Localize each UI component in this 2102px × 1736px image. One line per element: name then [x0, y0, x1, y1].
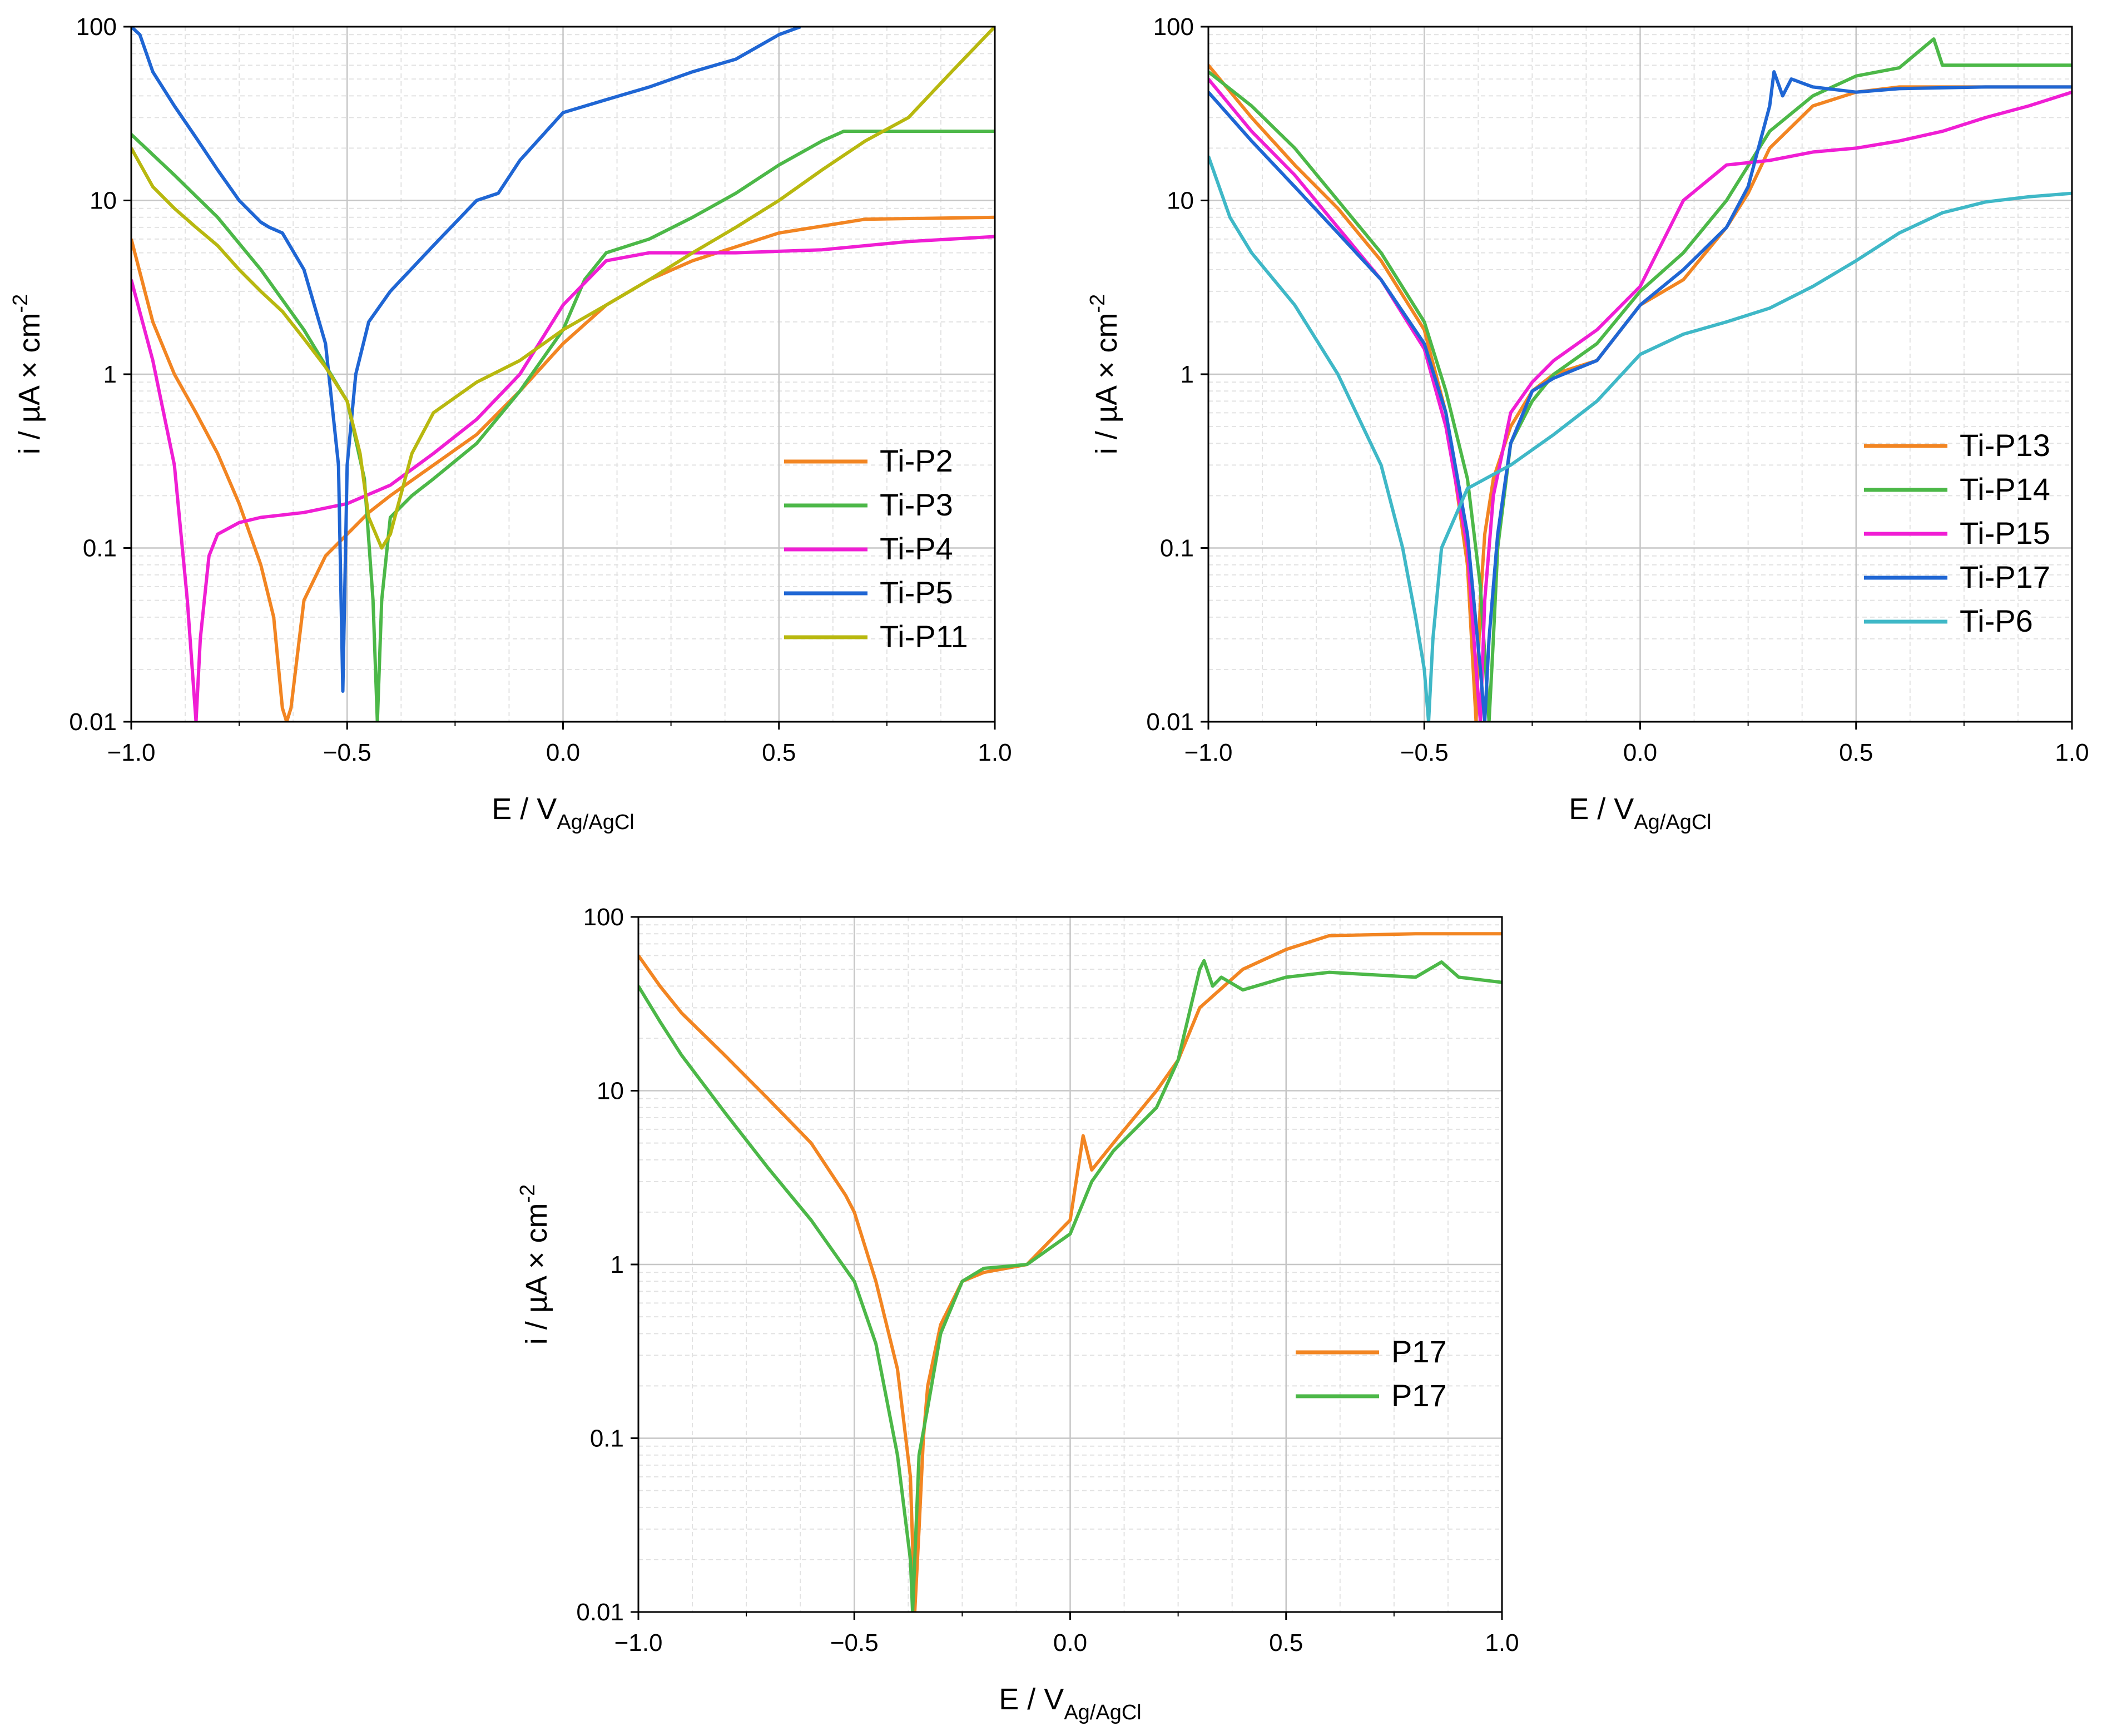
y-tick-label: 1 — [103, 361, 117, 388]
y-tick-label: 10 — [90, 187, 117, 215]
x-tick-label: −0.5 — [830, 1629, 879, 1656]
y-tick-label: 1 — [611, 1251, 624, 1278]
legend: Ti-P2 Ti-P3 Ti-P4 Ti-P5 Ti-P11 — [784, 443, 968, 654]
x-axis-title: E / VAg/AgCl — [999, 1683, 1141, 1724]
y-axis-title: i / µA × cm-2 — [9, 294, 46, 454]
legend-label-p17: P17 — [1391, 1378, 1447, 1413]
legend-label-ti-p14: Ti-P14 — [1960, 472, 2050, 507]
chart-panel-top-right: −1.0 −0.5 0.0 0.5 1.0 0.01 0.1 1 10 100 E / VAg/Ag… — [1086, 13, 2089, 834]
x-tick-label: 0.0 — [1623, 739, 1657, 766]
y-axis-title: i / µA × cm-2 — [516, 1184, 553, 1345]
x-tick-label: 1.0 — [2055, 739, 2089, 766]
legend-label-ti-p13: Ti-P13 — [1960, 428, 2050, 463]
series-line-ti-p17 — [1208, 70, 2072, 722]
legend-label-ti-p4: Ti-P4 — [880, 531, 953, 566]
y-tick-label: 10 — [1167, 187, 1194, 215]
series-line-ti-p6 — [1208, 155, 2072, 722]
legend-label-ti-p2: Ti-P2 — [880, 443, 953, 478]
legend-label-ti-p11: Ti-P11 — [880, 619, 968, 654]
x-tick-label: 0.0 — [1053, 1629, 1087, 1656]
y-tick-label: 0.1 — [83, 535, 117, 562]
y-tick-label: 100 — [1153, 13, 1194, 41]
legend-label-ti-p6: Ti-P6 — [1960, 603, 2033, 638]
y-tick-label: 10 — [597, 1078, 624, 1105]
y-axis-title-main: i / µA × cm — [1090, 313, 1123, 455]
y-axis-title-superscript: -2 — [516, 1184, 539, 1203]
y-tick-label: 0.01 — [576, 1599, 624, 1626]
x-tick-label: 0.0 — [546, 739, 580, 766]
legend-label-ti-p17: Ti-P17 — [1960, 559, 2050, 594]
y-tick-label: 1 — [1181, 361, 1194, 388]
series-line-ti-p13 — [1208, 64, 2072, 722]
x-axis-title-main: E / V — [492, 792, 557, 826]
legend: Ti-P13 Ti-P14 Ti-P15 Ti-P17 Ti-P6 — [1864, 428, 2050, 638]
x-tick-label: −1.0 — [614, 1629, 663, 1656]
y-tick-label: 0.01 — [1146, 708, 1194, 736]
series-line-ti-p14 — [1208, 37, 2072, 722]
series-line-p17 — [638, 932, 1502, 1612]
x-axis-title-subscript: Ag/AgCl — [557, 811, 634, 834]
x-tick-label: −0.5 — [1400, 739, 1449, 766]
legend-label-ti-p5: Ti-P5 — [880, 575, 953, 610]
x-axis-title-subscript: Ag/AgCl — [1064, 1701, 1141, 1724]
x-tick-label: −1.0 — [1184, 739, 1233, 766]
y-tick-label: 100 — [76, 13, 117, 41]
y-axis-title-superscript: -2 — [9, 294, 32, 313]
series-line-p17 — [638, 959, 1502, 1612]
y-tick-label: 100 — [583, 904, 624, 931]
x-axis-title-main: E / V — [999, 1683, 1064, 1716]
legend-label-ti-p3: Ti-P3 — [880, 487, 953, 522]
y-axis-title-superscript: -2 — [1086, 294, 1109, 313]
x-tick-label: 0.5 — [762, 739, 796, 766]
x-axis-title: E / VAg/AgCl — [492, 792, 634, 834]
y-axis-title-main: i / µA × cm — [13, 313, 46, 455]
legend-label-p17: P17 — [1391, 1334, 1447, 1369]
x-tick-label: 0.5 — [1839, 739, 1873, 766]
chart-panel-top-left: −1.0 −0.5 0.0 0.5 1.0 0.01 0.1 1 10 100 E / VAg/Ag… — [9, 13, 1012, 834]
series-line-ti-p3 — [131, 130, 995, 722]
series-line-ti-p11 — [131, 27, 995, 550]
legend-label-ti-p15: Ti-P15 — [1960, 515, 2050, 550]
y-tick-label: 0.1 — [590, 1425, 624, 1452]
y-tick-label: 0.1 — [1160, 535, 1194, 562]
y-tick-label: 0.01 — [69, 708, 117, 736]
x-axis-title-subscript: Ag/AgCl — [1634, 811, 1711, 834]
x-tick-label: 1.0 — [1485, 1629, 1519, 1656]
x-tick-label: −0.5 — [323, 739, 371, 766]
x-tick-label: −1.0 — [107, 739, 156, 766]
y-axis-title-main: i / µA × cm — [520, 1203, 553, 1345]
chart-panel-bottom: −1.0 −0.5 0.0 0.5 1.0 0.01 0.1 1 10 100 E / VAg/Ag… — [516, 904, 1519, 1724]
series-line-ti-p5 — [131, 27, 801, 693]
y-axis-title: i / µA × cm-2 — [1086, 294, 1123, 454]
x-tick-label: 0.5 — [1269, 1629, 1303, 1656]
x-tick-label: 1.0 — [978, 739, 1012, 766]
x-axis-title-main: E / V — [1569, 792, 1634, 826]
x-axis-title: E / VAg/AgCl — [1569, 792, 1711, 834]
